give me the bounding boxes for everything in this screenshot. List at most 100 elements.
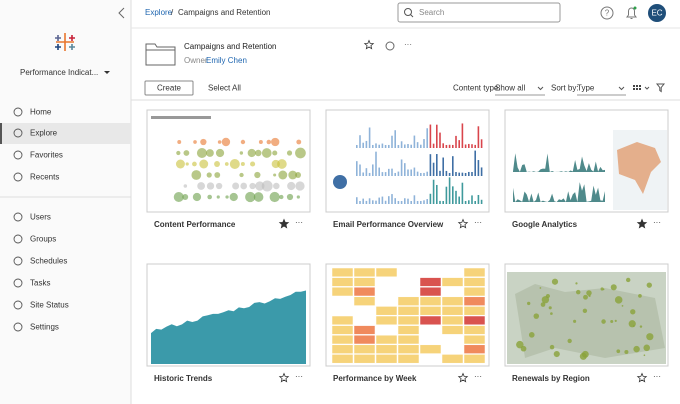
nav-icon bbox=[13, 256, 23, 266]
nav-item[interactable]: Home bbox=[30, 108, 52, 117]
thumb-bubble bbox=[176, 150, 181, 156]
thumb-cell bbox=[375, 306, 398, 316]
card-more[interactable]: ··· bbox=[474, 218, 482, 227]
thumb-cell bbox=[463, 315, 486, 326]
favorite-button[interactable] bbox=[278, 372, 290, 383]
thumb-dot bbox=[601, 319, 606, 324]
thumb-bubble bbox=[272, 150, 278, 156]
thumb-bubble bbox=[295, 147, 306, 159]
search-box[interactable] bbox=[397, 2, 561, 23]
thumb-bar bbox=[452, 144, 454, 148]
thumb-bar bbox=[413, 195, 416, 204]
thumb-bubble bbox=[192, 161, 197, 167]
thumb-bubble bbox=[183, 184, 188, 188]
thumb-bubble bbox=[258, 140, 263, 144]
thumb-cell bbox=[441, 325, 464, 335]
thumb-bar bbox=[359, 135, 361, 148]
thumb-dot bbox=[540, 302, 546, 307]
thumb-cell bbox=[331, 325, 354, 335]
thumb-cell bbox=[375, 334, 398, 345]
favorite-button[interactable] bbox=[636, 218, 648, 229]
thumb-dot bbox=[575, 282, 578, 285]
owner-name[interactable]: Emily Chen bbox=[206, 56, 247, 65]
nav-icon bbox=[13, 212, 23, 222]
favorite-button[interactable] bbox=[457, 218, 469, 229]
favorite-button[interactable] bbox=[457, 372, 469, 383]
thumb-cell bbox=[463, 325, 486, 335]
thumb-title bbox=[151, 116, 211, 119]
card-title[interactable]: Google Analytics bbox=[512, 220, 578, 229]
card-thumbnail[interactable] bbox=[325, 109, 490, 213]
nav-item[interactable]: Favorites bbox=[30, 151, 63, 160]
filter-button[interactable] bbox=[655, 83, 666, 93]
nav-item[interactable]: Recents bbox=[30, 173, 59, 182]
card-more[interactable]: ··· bbox=[653, 372, 661, 381]
thumb-cell bbox=[353, 296, 376, 306]
thumbnail-image bbox=[331, 267, 486, 364]
thumb-bubble bbox=[214, 161, 220, 167]
card-title[interactable]: Performance by Week bbox=[333, 374, 417, 383]
content-type-select[interactable]: Show all bbox=[495, 84, 525, 93]
thumb-cell bbox=[353, 267, 376, 278]
thumb-bar bbox=[461, 182, 464, 204]
card-title[interactable]: Email Performance Overview bbox=[333, 220, 444, 229]
thumb-bar bbox=[359, 164, 361, 176]
thumb-bar bbox=[394, 130, 396, 148]
thumb-cell bbox=[441, 296, 464, 306]
thumb-dot bbox=[520, 345, 527, 352]
thumb-dot bbox=[624, 349, 629, 354]
thumb-cell bbox=[419, 296, 442, 306]
nav-item[interactable]: Users bbox=[30, 213, 51, 222]
site-name[interactable]: Performance Indicat... bbox=[20, 68, 98, 77]
thumb-cell bbox=[397, 325, 420, 335]
nav-active-bg bbox=[0, 123, 131, 144]
card-more[interactable]: ··· bbox=[474, 372, 482, 381]
thumb-cell bbox=[463, 267, 486, 278]
nav-item[interactable]: Settings bbox=[30, 323, 59, 332]
user-avatar[interactable] bbox=[648, 4, 666, 22]
nav-item[interactable]: Explore bbox=[30, 129, 58, 138]
create-button[interactable] bbox=[144, 80, 194, 96]
thumb-dot bbox=[573, 319, 577, 323]
card-more[interactable]: ··· bbox=[653, 218, 661, 227]
favorite-project-button[interactable] bbox=[363, 39, 375, 50]
nav-icon bbox=[13, 150, 23, 160]
thumb-area bbox=[513, 182, 605, 202]
thumb-bar bbox=[445, 144, 448, 148]
thumb-bubble bbox=[217, 140, 222, 144]
thumb-bar bbox=[410, 144, 412, 148]
sort-select[interactable]: Type bbox=[577, 84, 595, 93]
favorite-button[interactable] bbox=[636, 372, 648, 383]
thumb-bubble bbox=[177, 140, 182, 144]
help-button[interactable] bbox=[600, 6, 614, 20]
collapse-button[interactable] bbox=[118, 7, 125, 19]
thumb-cell bbox=[397, 315, 420, 326]
grid-view-button[interactable] bbox=[633, 85, 641, 90]
thumb-dot bbox=[533, 313, 540, 319]
more-button[interactable]: ··· bbox=[404, 40, 412, 49]
site-caret[interactable] bbox=[104, 71, 110, 74]
card-title[interactable]: Historic Trends bbox=[154, 374, 213, 383]
thumb-bar bbox=[404, 198, 406, 204]
thumb-bar bbox=[448, 172, 451, 176]
breadcrumb-root[interactable]: Explore bbox=[145, 8, 173, 17]
info-button[interactable] bbox=[385, 41, 395, 51]
thumb-bar bbox=[432, 162, 435, 176]
card-more[interactable]: ··· bbox=[295, 372, 303, 381]
thumb-bar bbox=[458, 140, 460, 148]
card-more[interactable]: ··· bbox=[295, 218, 303, 227]
favorite-button[interactable] bbox=[278, 218, 290, 229]
nav-item[interactable]: Groups bbox=[30, 235, 56, 244]
thumb-bar bbox=[436, 124, 438, 148]
nav-item[interactable]: Schedules bbox=[30, 257, 67, 266]
card-title[interactable]: Content Performance bbox=[154, 220, 236, 229]
thumb-cell bbox=[331, 354, 354, 364]
card-title[interactable]: Renewals by Region bbox=[512, 374, 590, 383]
thumb-dot bbox=[643, 354, 646, 357]
notifications-button[interactable] bbox=[626, 7, 637, 19]
project-title: Campaigns and Retention bbox=[184, 42, 277, 51]
select-all[interactable]: Select All bbox=[208, 84, 241, 93]
nav-item[interactable]: Site Status bbox=[30, 301, 69, 310]
nav-item[interactable]: Tasks bbox=[30, 279, 50, 288]
thumb-land bbox=[515, 284, 665, 358]
